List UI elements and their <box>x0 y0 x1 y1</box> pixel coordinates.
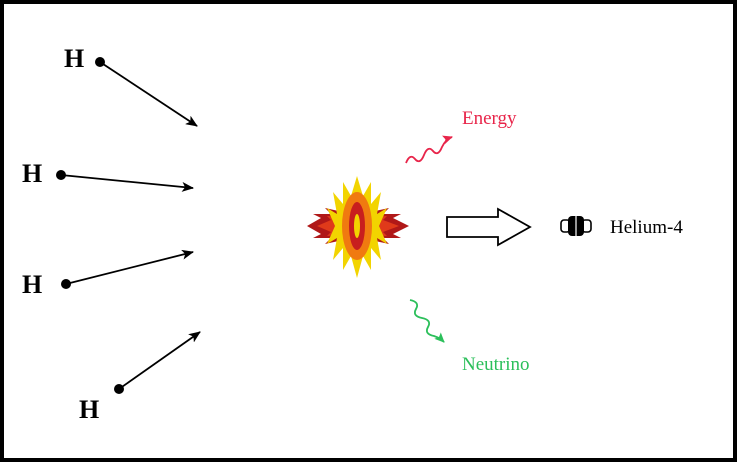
hydrogen-arrow <box>65 249 194 285</box>
hydrogen-3: H <box>22 249 194 299</box>
energy-wave-icon <box>405 135 453 164</box>
hydrogen-label: H <box>64 44 84 73</box>
helium-nucleus-icon <box>560 216 592 236</box>
hydrogen-1: H <box>64 44 198 127</box>
hollow-arrow-icon <box>446 207 532 247</box>
helium-label: Helium-4 <box>610 217 683 238</box>
hydrogen-label: H <box>79 395 99 424</box>
energy-label: Energy <box>462 108 517 129</box>
hydrogen-2: H <box>22 159 194 192</box>
hydrogen-arrow <box>60 174 194 192</box>
hydrogen-arrow <box>99 61 198 127</box>
starburst-icon <box>307 176 409 278</box>
hydrogen-4: H <box>79 331 201 424</box>
neutrino-label: Neutrino <box>462 354 530 375</box>
neutrino-wave-icon <box>409 299 445 343</box>
hydrogen-arrow <box>118 331 201 390</box>
hydrogen-label: H <box>22 159 42 188</box>
hydrogen-label: H <box>22 270 42 299</box>
